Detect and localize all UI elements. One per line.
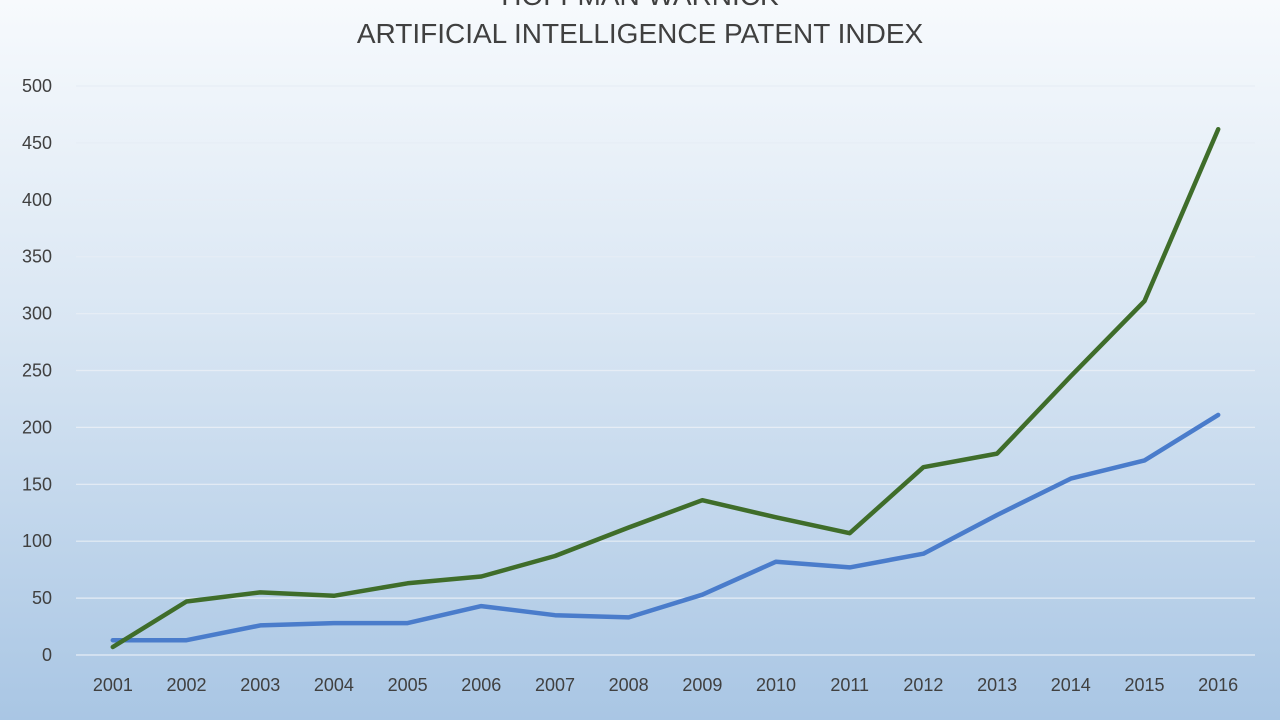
y-tick-label-250: 250 — [22, 361, 52, 381]
y-tick-label-350: 350 — [22, 247, 52, 267]
y-tick-label-150: 150 — [22, 474, 52, 494]
x-tick-label-2011: 2011 — [830, 675, 869, 695]
x-tick-label-2004: 2004 — [314, 675, 354, 695]
y-tick-label-450: 450 — [22, 133, 52, 153]
x-tick-label-2005: 2005 — [388, 675, 428, 695]
x-tick-label-2014: 2014 — [1051, 675, 1091, 695]
series-line-1 — [110, 412, 1221, 643]
x-tick-label-2001: 2001 — [93, 675, 133, 695]
y-tick-label-400: 400 — [22, 190, 52, 210]
y-tick-label-0: 0 — [42, 645, 52, 665]
y-tick-label-300: 300 — [22, 304, 52, 324]
x-tick-label-2003: 2003 — [240, 675, 280, 695]
x-tick-label-2008: 2008 — [609, 675, 649, 695]
y-tick-label-200: 200 — [22, 417, 52, 437]
chart-title-line-2: ARTIFICIAL INTELLIGENCE PATENT INDEX — [356, 18, 924, 49]
x-tick-label-2012: 2012 — [903, 675, 943, 695]
y-tick-label-500: 500 — [22, 76, 52, 96]
y-tick-label-50: 50 — [32, 588, 52, 608]
y-tick-label-100: 100 — [22, 531, 52, 551]
series-line-2 — [110, 126, 1221, 650]
x-tick-label-2013: 2013 — [977, 675, 1017, 695]
x-tick-label-2015: 2015 — [1124, 675, 1164, 695]
x-tick-label-2010: 2010 — [756, 675, 796, 695]
x-tick-label-2007: 2007 — [535, 675, 575, 695]
x-tick-label-2009: 2009 — [682, 675, 722, 695]
x-tick-label-2002: 2002 — [167, 675, 207, 695]
x-tick-label-2006: 2006 — [461, 675, 501, 695]
x-tick-label-2016: 2016 — [1198, 675, 1238, 695]
chart-title-line-1: HOFFMAN WARNICK — [0, 0, 1280, 12]
